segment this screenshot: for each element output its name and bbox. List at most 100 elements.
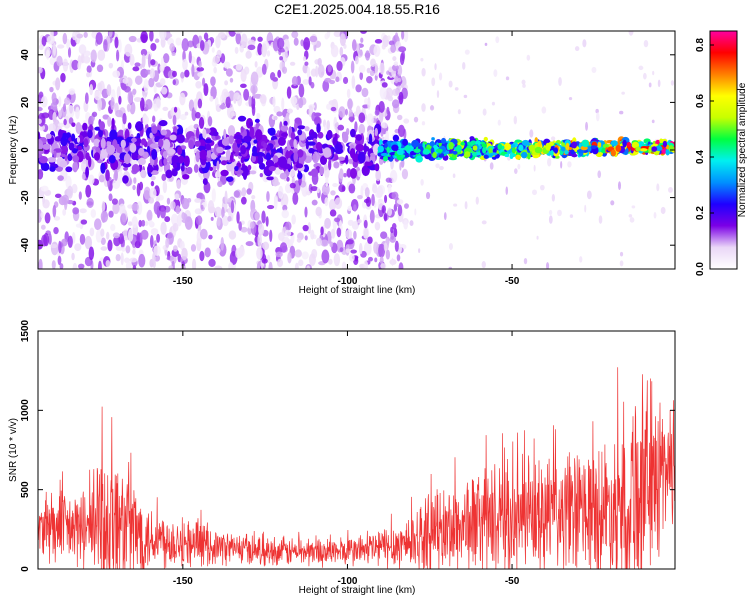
spectrogram-cell	[100, 162, 106, 174]
spectrogram-cell	[598, 215, 603, 224]
spectrogram-cell	[333, 31, 342, 38]
spectrogram-cell	[306, 66, 311, 79]
spectrogram-cell	[169, 43, 175, 52]
spectrogram-cell	[296, 104, 300, 111]
y-tick-label: 0	[20, 566, 31, 572]
spectrogram-cell	[383, 155, 388, 162]
spectrogram-cell	[112, 232, 120, 239]
spectrogram-cell	[334, 217, 341, 223]
spectrogram-cell	[71, 183, 78, 194]
spectrogram-cell	[193, 98, 198, 111]
spectrogram-cell	[202, 128, 207, 139]
spectrogram-cell	[317, 64, 325, 78]
spectrogram-cell	[198, 116, 205, 129]
spectrogram-cell	[108, 31, 113, 38]
spectrogram-cell	[57, 44, 65, 49]
spectrogram-cell	[481, 143, 487, 148]
spectrogram-cell	[141, 53, 146, 68]
spectrogram-cell	[662, 140, 668, 148]
spectrogram-cell	[240, 69, 247, 82]
spectrogram-cell	[481, 261, 486, 269]
spectrogram-cell	[344, 108, 348, 116]
spectrogram-cell	[357, 219, 362, 224]
spectrogram-cell	[381, 82, 388, 88]
spectrogram-cell	[394, 75, 399, 84]
spectrogram-cell	[391, 223, 397, 230]
spectrogram-cell	[546, 262, 550, 269]
spectrogram-cell	[38, 106, 43, 112]
spectrogram-cell	[60, 72, 66, 83]
spectrogram-cell	[181, 247, 188, 261]
spectrogram-cell	[668, 187, 673, 193]
spectrogram-cell	[188, 139, 194, 150]
spectrogram-cell	[131, 152, 139, 161]
spectrogram-cell	[125, 261, 132, 269]
spectrogram-cell	[472, 145, 478, 151]
spectrogram-cell	[195, 80, 202, 89]
spectrogram-cell	[298, 155, 305, 166]
spectrogram-cell	[350, 249, 357, 254]
spectrogram-cell	[273, 115, 278, 121]
spectrogram-cell	[643, 72, 647, 80]
spectrogram-cell	[133, 177, 137, 184]
spectrogram-cell	[521, 79, 526, 85]
spectrogram-cell	[72, 207, 80, 215]
spectrogram-cell	[285, 221, 292, 231]
spectrogram-cell	[240, 196, 247, 205]
spectrogram-cell	[58, 96, 62, 107]
spectrogram-cell	[149, 68, 156, 79]
spectrogram-cell	[434, 63, 437, 71]
spectrogram-cell	[252, 85, 256, 99]
spectrogram-cell	[293, 139, 297, 149]
spectrogram-cell	[95, 32, 103, 45]
spectrogram-cell	[59, 160, 68, 168]
spectrogram-cell	[122, 162, 132, 168]
spectrogram-cell	[420, 179, 424, 186]
spectrogram-cell	[97, 97, 103, 112]
spectrogram-cell	[363, 143, 367, 155]
spectrogram-cell	[93, 152, 101, 161]
spectrogram-cell	[509, 153, 514, 159]
spectrogram-cell	[349, 167, 358, 179]
spectrogram-cell	[330, 44, 339, 58]
spectrogram-cell	[343, 172, 347, 178]
spectrogram-cell	[131, 216, 138, 229]
spectrogram-cell	[413, 148, 421, 153]
spectrogram-cell	[41, 35, 47, 47]
spectrogram-cell	[385, 87, 394, 99]
spectrogram-cell	[313, 102, 317, 111]
spectrogram-cell	[379, 62, 385, 75]
spectrogram-cell	[302, 79, 310, 85]
spectrogram-cell	[307, 222, 312, 235]
spectrogram-cell	[168, 265, 174, 269]
spectrogram-cell	[150, 175, 156, 181]
spectrogram-y-label: Frequency (Hz)	[8, 116, 19, 185]
spectrogram-cell	[214, 265, 223, 269]
spectrogram-cell	[178, 155, 185, 164]
spectrogram-cell	[315, 65, 319, 78]
spectrogram-cell	[234, 46, 239, 54]
snr-x-ticks: -150 -100 -50	[173, 331, 520, 587]
spectrogram-cell	[223, 91, 231, 98]
spectrogram-cell	[453, 203, 458, 207]
spectrogram-cell	[279, 56, 283, 61]
spectrogram-cell	[85, 184, 92, 198]
spectrogram-cell	[358, 112, 366, 124]
spectrogram-cell	[315, 141, 323, 151]
spectrogram-cell	[320, 239, 329, 247]
spectrogram-cell	[278, 185, 284, 199]
spectrogram-cell	[167, 148, 176, 155]
spectrogram-cell	[143, 186, 151, 200]
spectrogram-cell	[653, 212, 657, 219]
spectrogram-cell	[464, 201, 468, 210]
y-tick-label: -20	[20, 190, 31, 205]
spectrogram-cell	[86, 72, 91, 78]
spectrogram-cell	[435, 148, 443, 153]
spectrogram-cell	[108, 210, 114, 218]
spectrogram-cell	[326, 103, 332, 110]
spectrogram-cell	[569, 214, 574, 218]
spectrogram-cell	[482, 108, 487, 116]
spectrogram-cell	[148, 197, 155, 204]
spectrogram-cell	[194, 140, 201, 147]
spectrogram-cell	[240, 126, 244, 133]
